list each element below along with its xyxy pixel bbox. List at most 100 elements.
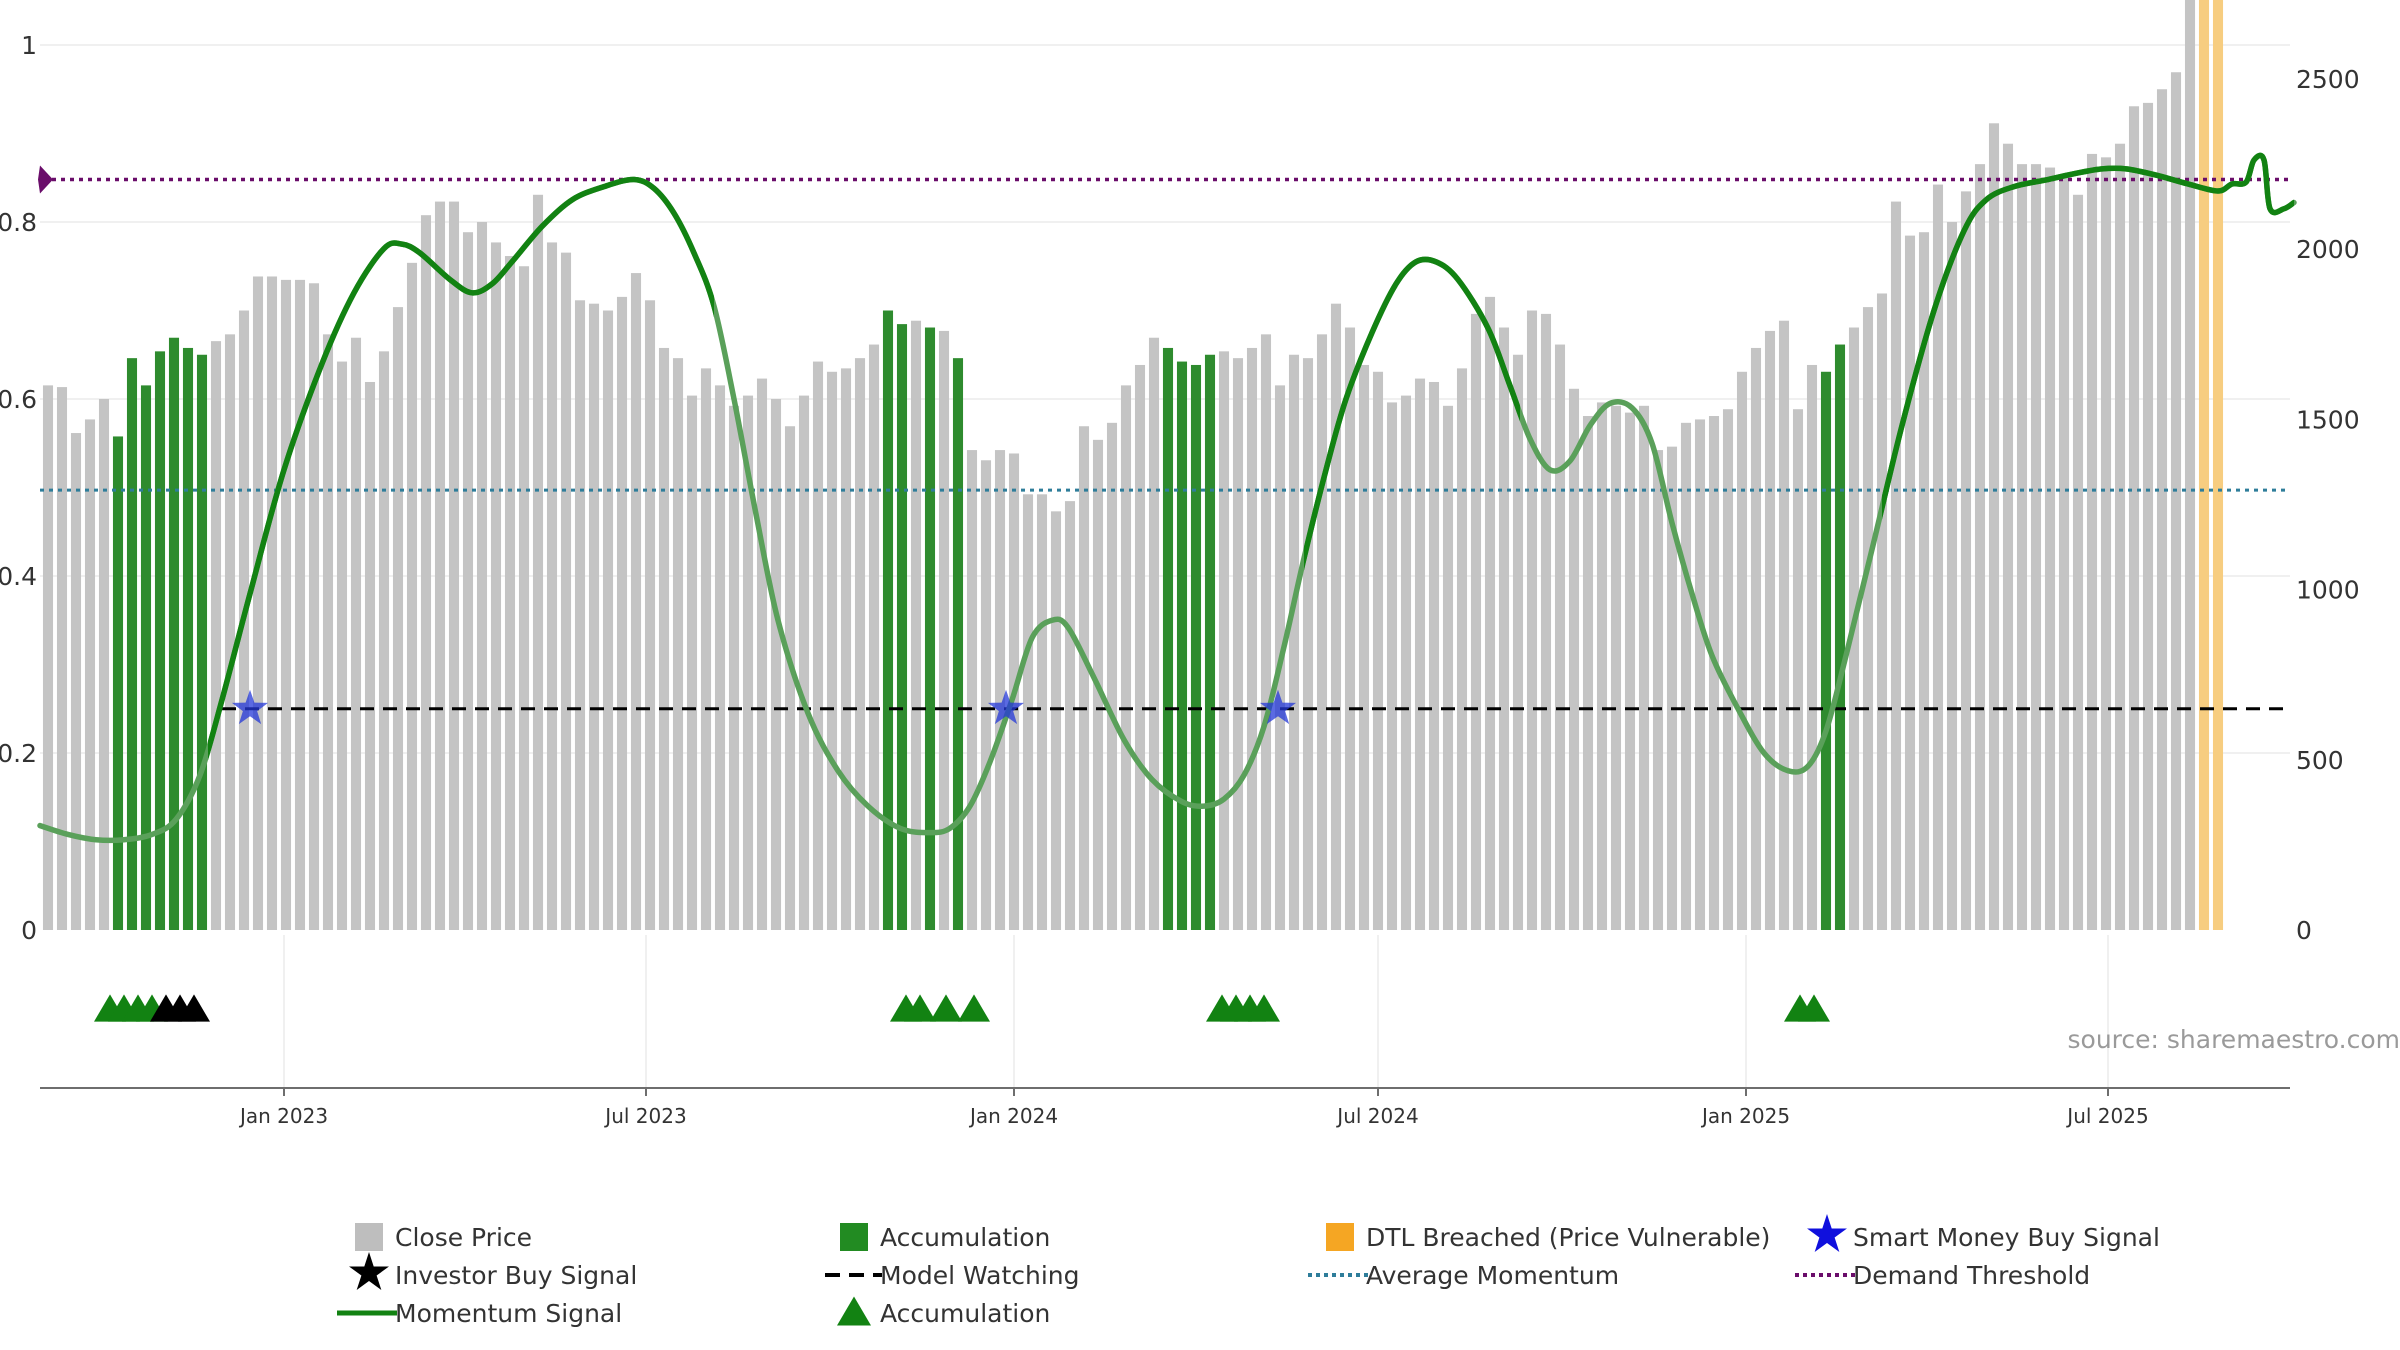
legend-label: Demand Threshold	[1853, 1261, 2090, 1290]
accumulation-bar	[896, 324, 908, 930]
close-price-bar	[1330, 303, 1342, 930]
close-price-bar	[42, 385, 54, 930]
left-axis-tick-label: 0.8	[0, 208, 37, 237]
close-price-bar	[658, 347, 670, 930]
close-price-bar	[252, 276, 264, 931]
accumulation-bar	[182, 347, 194, 930]
accumulation-bar	[154, 351, 166, 931]
close-price-bar	[1484, 296, 1496, 930]
close-price-bar	[1764, 330, 1776, 930]
close-price-bar	[1372, 371, 1384, 930]
accumulation-marker-triangle	[1798, 994, 1830, 1022]
close-price-bar	[1708, 416, 1720, 930]
legend-label: Average Momentum	[1366, 1261, 1619, 1290]
accumulation-bar	[1820, 371, 1832, 930]
close-price-bar	[1218, 351, 1230, 931]
x-tick-label: Jan 2025	[1700, 1104, 1790, 1128]
close-price-bar	[322, 334, 334, 931]
close-price-bar	[70, 433, 82, 930]
close-price-bar	[1064, 501, 1076, 930]
close-price-bar	[336, 361, 348, 930]
accumulation-bar	[1162, 347, 1174, 930]
close-price-bar	[1736, 371, 1748, 930]
legend-label: Accumulation	[880, 1299, 1050, 1328]
legend-label: Momentum Signal	[395, 1299, 622, 1328]
close-price-bar	[2184, 0, 2196, 930]
close-price-bar	[1526, 310, 1538, 930]
close-price-bar	[2086, 153, 2098, 931]
close-price-bar	[280, 279, 292, 930]
accumulation-bar	[126, 358, 138, 930]
close-price-bar	[1610, 405, 1622, 930]
close-price-bar	[420, 215, 432, 930]
accumulation-marker-triangle	[1248, 994, 1280, 1022]
close-price-bar	[1400, 395, 1412, 931]
left-axis-tick-label: 0.2	[0, 739, 37, 768]
close-price-bar	[588, 303, 600, 930]
close-price-bar	[1722, 409, 1734, 931]
close-price-bar	[308, 283, 320, 930]
close-price-bar	[2156, 89, 2168, 930]
close-price-bar	[798, 395, 810, 931]
legend-label: Accumulation	[880, 1223, 1050, 1252]
accumulation-bar	[1176, 361, 1188, 930]
close-price-bar	[1134, 364, 1146, 931]
right-axis-tick-label: 1500	[2296, 405, 2360, 434]
close-price-bar	[1498, 327, 1510, 930]
close-price-bar	[2142, 102, 2154, 931]
close-price-bar	[756, 378, 768, 931]
close-price-bar	[1652, 450, 1664, 930]
close-price-bar	[630, 273, 642, 930]
momentum-signal-strong-segment	[1882, 152, 2294, 520]
close-price-bar	[784, 426, 796, 930]
close-price-bar	[2058, 177, 2070, 930]
close-price-bar	[770, 399, 782, 930]
legend-swatch-square	[840, 1223, 868, 1251]
legend-label: Close Price	[395, 1223, 532, 1252]
close-price-bar	[1596, 402, 1608, 930]
close-price-bar	[1862, 307, 1874, 931]
close-price-bar	[1568, 388, 1580, 930]
close-price-bar	[1050, 511, 1062, 930]
close-price-bar	[1806, 364, 1818, 931]
close-price-bar	[980, 460, 992, 930]
accumulation-bar	[196, 354, 208, 930]
accumulation-marker-triangle	[930, 994, 962, 1022]
right-axis-tick-label: 1000	[2296, 576, 2360, 605]
close-price-bar	[1624, 412, 1636, 930]
close-price-bar	[392, 307, 404, 931]
accumulation-marker-triangle	[958, 994, 990, 1022]
close-price-bar	[812, 361, 824, 930]
close-price-bar	[518, 266, 530, 930]
close-price-bar	[966, 450, 978, 930]
accumulation-bar	[168, 337, 180, 931]
close-price-bar	[1694, 419, 1706, 930]
close-price-bar	[1470, 313, 1482, 930]
close-price-bar	[560, 252, 572, 930]
close-price-bar	[490, 242, 502, 931]
accumulation-bar	[140, 385, 152, 930]
close-price-bar	[546, 242, 558, 931]
close-price-bar	[1778, 320, 1790, 931]
close-price-bar	[476, 222, 488, 930]
close-price-bar	[1582, 416, 1594, 930]
right-axis-tick-label: 500	[2296, 746, 2344, 775]
close-price-bar	[700, 368, 712, 930]
legend-swatch-square	[355, 1223, 383, 1251]
x-tick-label: Jan 2024	[968, 1104, 1058, 1128]
close-price-bar	[224, 334, 236, 931]
accumulation-bar	[1204, 354, 1216, 930]
left-axis-tick-label: 0.6	[0, 385, 37, 414]
momentum-signal-strong-segment	[208, 176, 714, 761]
close-price-bar	[364, 381, 376, 931]
close-price-bar	[1638, 405, 1650, 930]
close-price-bar	[1792, 409, 1804, 931]
close-price-bar	[294, 279, 306, 930]
close-price-bar	[938, 330, 950, 930]
close-price-bar	[1386, 402, 1398, 930]
legend-label: Investor Buy Signal	[395, 1261, 637, 1290]
close-price-bar	[728, 405, 740, 930]
close-price-bar	[602, 310, 614, 930]
close-price-bar	[2114, 143, 2126, 930]
